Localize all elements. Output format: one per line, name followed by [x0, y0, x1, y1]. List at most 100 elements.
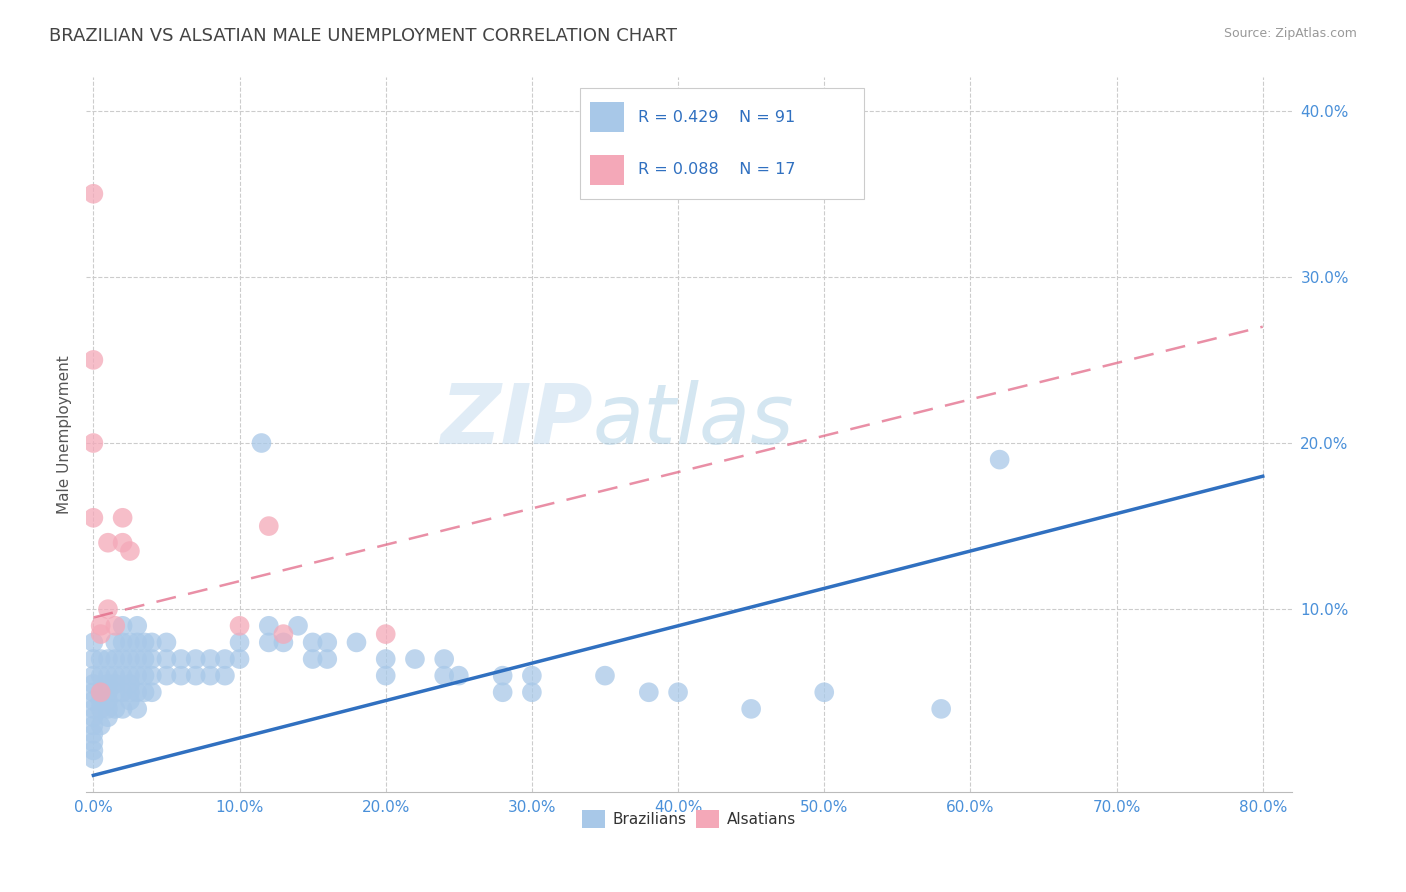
Point	[134, 668, 156, 682]
Point	[184, 652, 207, 666]
Point	[492, 685, 515, 699]
Point	[141, 668, 163, 682]
Point	[82, 353, 104, 368]
Point	[316, 652, 339, 666]
Text: Source: ZipAtlas.com: Source: ZipAtlas.com	[1223, 27, 1357, 40]
Point	[228, 652, 250, 666]
Point	[214, 668, 236, 682]
Point	[141, 652, 163, 666]
Point	[82, 652, 104, 666]
Point	[111, 535, 134, 549]
Point	[433, 652, 456, 666]
Point	[90, 619, 112, 633]
Point	[637, 685, 659, 699]
FancyBboxPatch shape	[581, 88, 863, 199]
Point	[90, 702, 112, 716]
Point	[97, 685, 120, 699]
Point	[287, 619, 309, 633]
Point	[273, 627, 295, 641]
Point	[104, 668, 127, 682]
Point	[155, 635, 177, 649]
Point	[593, 668, 616, 682]
Point	[127, 652, 149, 666]
Point	[257, 519, 280, 533]
Point	[111, 685, 134, 699]
Point	[111, 635, 134, 649]
Point	[141, 685, 163, 699]
Point	[82, 635, 104, 649]
Point	[118, 693, 141, 707]
Point	[82, 693, 104, 707]
Point	[97, 693, 120, 707]
Point	[127, 668, 149, 682]
Point	[141, 635, 163, 649]
Point	[97, 677, 120, 691]
Point	[374, 668, 396, 682]
Point	[118, 677, 141, 691]
Point	[257, 635, 280, 649]
Point	[82, 186, 104, 201]
Point	[988, 452, 1011, 467]
Point	[90, 685, 112, 699]
Point	[82, 668, 104, 682]
Point	[520, 685, 543, 699]
Text: ZIP: ZIP	[440, 380, 592, 461]
Y-axis label: Male Unemployment: Male Unemployment	[58, 355, 72, 514]
Point	[97, 535, 120, 549]
Bar	[591, 103, 624, 132]
Point	[740, 702, 762, 716]
Point	[97, 652, 120, 666]
Point	[170, 652, 193, 666]
Point	[316, 635, 339, 649]
Point	[433, 668, 456, 682]
Point	[111, 619, 134, 633]
Point	[257, 619, 280, 633]
Point	[82, 752, 104, 766]
Point	[118, 652, 141, 666]
Point	[97, 668, 120, 682]
Text: atlas: atlas	[592, 380, 794, 461]
Point	[134, 635, 156, 649]
Point	[90, 627, 112, 641]
Point	[82, 727, 104, 741]
Point	[90, 652, 112, 666]
Point	[90, 668, 112, 682]
Point	[666, 685, 689, 699]
Point	[118, 668, 141, 682]
Point	[374, 627, 396, 641]
Point	[111, 652, 134, 666]
Point	[82, 743, 104, 757]
Point	[200, 652, 222, 666]
Point	[228, 619, 250, 633]
Point	[90, 718, 112, 732]
Point	[301, 652, 323, 666]
Point	[520, 668, 543, 682]
Point	[111, 510, 134, 524]
Text: R = 0.088    N = 17: R = 0.088 N = 17	[638, 162, 796, 178]
Point	[118, 635, 141, 649]
Point	[127, 685, 149, 699]
Point	[374, 652, 396, 666]
Point	[82, 735, 104, 749]
Point	[82, 677, 104, 691]
Point	[111, 668, 134, 682]
Point	[111, 702, 134, 716]
Point	[127, 702, 149, 716]
Point	[346, 635, 368, 649]
Point	[97, 710, 120, 724]
Point	[82, 510, 104, 524]
Point	[82, 685, 104, 699]
Point	[492, 668, 515, 682]
Text: R = 0.429    N = 91: R = 0.429 N = 91	[638, 110, 796, 125]
Bar	[591, 154, 624, 185]
Point	[97, 702, 120, 716]
Point	[118, 544, 141, 558]
Point	[104, 652, 127, 666]
Point	[90, 685, 112, 699]
Point	[250, 436, 273, 450]
Point	[929, 702, 952, 716]
Point	[273, 635, 295, 649]
Point	[134, 652, 156, 666]
Point	[214, 652, 236, 666]
Point	[82, 718, 104, 732]
